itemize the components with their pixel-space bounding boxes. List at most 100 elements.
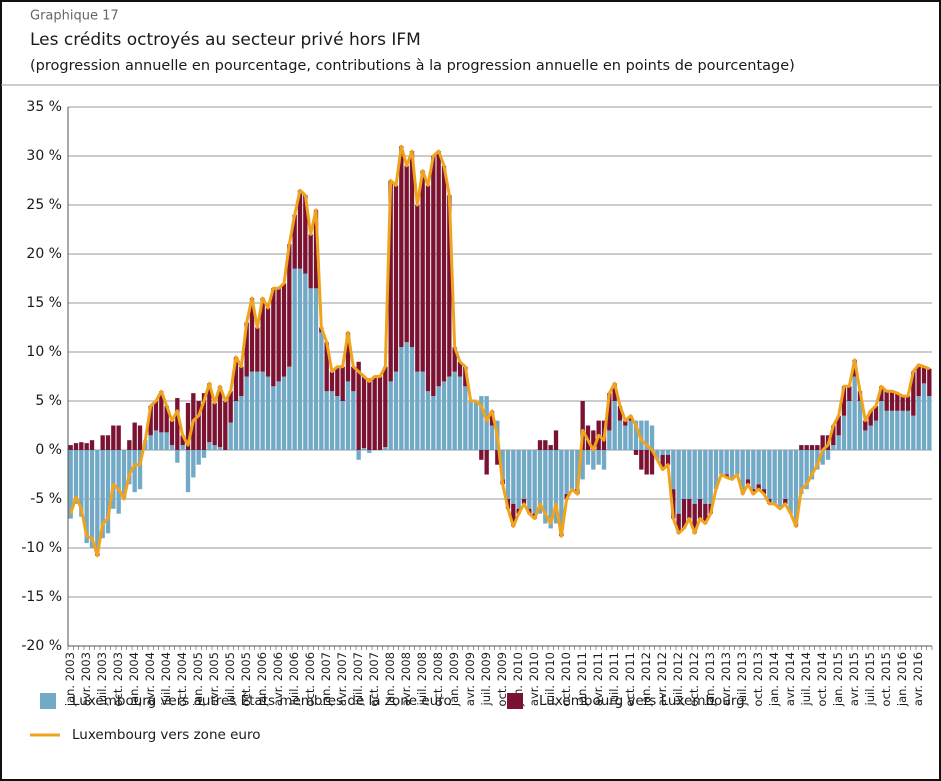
bar — [137, 425, 143, 450]
bar — [239, 396, 244, 450]
bar — [393, 185, 399, 372]
bar — [825, 450, 831, 460]
bar — [452, 347, 457, 372]
bar — [425, 391, 431, 450]
bar — [548, 445, 553, 450]
bar — [260, 371, 265, 450]
bar — [889, 391, 895, 411]
bar — [820, 450, 825, 465]
bar — [73, 450, 79, 504]
bar — [436, 386, 441, 450]
bar — [591, 430, 596, 450]
bar — [249, 371, 255, 450]
bar — [676, 450, 681, 514]
bar — [431, 396, 436, 450]
bar — [761, 489, 767, 495]
bar — [633, 450, 639, 455]
bar — [916, 396, 921, 450]
bar — [756, 484, 761, 490]
x-tick-label: jan. 2012 — [639, 652, 653, 707]
bar — [436, 151, 441, 387]
bar — [473, 401, 479, 450]
bar — [703, 450, 708, 504]
x-tick-label: oct. 2015 — [879, 652, 893, 706]
bar — [623, 425, 628, 450]
bar — [84, 450, 89, 544]
bar — [308, 234, 313, 289]
bar — [719, 450, 724, 475]
bar — [409, 347, 415, 450]
bar — [511, 503, 516, 527]
chart-caption: Graphique 17 — [30, 9, 119, 24]
bar — [836, 415, 841, 436]
bar — [479, 396, 484, 450]
bar — [313, 288, 319, 450]
bar — [351, 366, 356, 392]
y-tick-label: 20 % — [26, 246, 62, 262]
bar — [783, 499, 788, 504]
x-tick-label: avr. 2015 — [847, 652, 861, 706]
bar — [553, 450, 559, 524]
bar — [740, 450, 745, 495]
bar — [388, 180, 393, 382]
bar — [761, 450, 767, 490]
bar — [804, 445, 809, 450]
y-tick-label: 5 % — [35, 393, 62, 409]
x-tick-label: oct. 2005 — [239, 652, 253, 706]
bar — [463, 386, 468, 450]
bar — [207, 442, 212, 450]
y-tick-label: 15 % — [26, 295, 62, 311]
bar — [793, 450, 799, 524]
x-tick-label: oct. 2013 — [751, 652, 765, 706]
y-tick-label: -10 % — [21, 540, 62, 556]
bar — [169, 445, 175, 450]
x-tick-label: avr. 2016 — [911, 652, 925, 706]
bar — [105, 450, 111, 534]
bar — [895, 410, 900, 450]
bar — [239, 366, 244, 397]
bar — [100, 450, 105, 539]
bar — [175, 450, 180, 463]
x-tick-label: jan. 2011 — [575, 652, 589, 707]
bar — [201, 393, 207, 450]
x-tick-label: avr. 2003 — [79, 652, 93, 706]
bar — [265, 307, 271, 377]
bar — [351, 391, 356, 450]
bar — [516, 450, 521, 509]
bar — [548, 450, 553, 529]
bar — [863, 420, 868, 431]
bar — [729, 450, 735, 480]
bar — [884, 410, 889, 450]
bar — [207, 383, 212, 443]
bar — [255, 371, 260, 450]
bar — [921, 366, 927, 384]
x-tick-label: juil. 2005 — [223, 652, 237, 706]
bar — [841, 415, 847, 450]
bar — [921, 383, 927, 450]
bar — [137, 450, 143, 490]
bar — [457, 361, 463, 377]
x-tick-label: jan. 2015 — [831, 652, 845, 707]
bar — [319, 332, 324, 450]
x-tick-label: jan. 2003 — [63, 652, 77, 707]
x-tick-label: oct. 2006 — [303, 652, 317, 706]
bar — [164, 405, 169, 433]
bar — [79, 450, 84, 517]
chart-title: Les crédits octroyés au secteur privé ho… — [30, 30, 421, 50]
x-tick-label: avr. 2006 — [271, 652, 285, 706]
bar — [377, 376, 383, 450]
line — [69, 144, 930, 558]
bar — [447, 195, 452, 377]
bar — [815, 445, 820, 450]
bar — [745, 450, 751, 480]
bar — [399, 146, 404, 348]
x-tick-label: avr. 2013 — [719, 652, 733, 706]
bar — [505, 450, 511, 499]
bar — [169, 420, 175, 446]
bar — [617, 405, 623, 421]
bar — [153, 430, 159, 450]
x-tick-label: juil. 2008 — [415, 652, 429, 706]
bar — [233, 356, 239, 401]
y-tick-label: 30 % — [26, 148, 62, 164]
y-tick-label: 0 % — [35, 442, 62, 458]
